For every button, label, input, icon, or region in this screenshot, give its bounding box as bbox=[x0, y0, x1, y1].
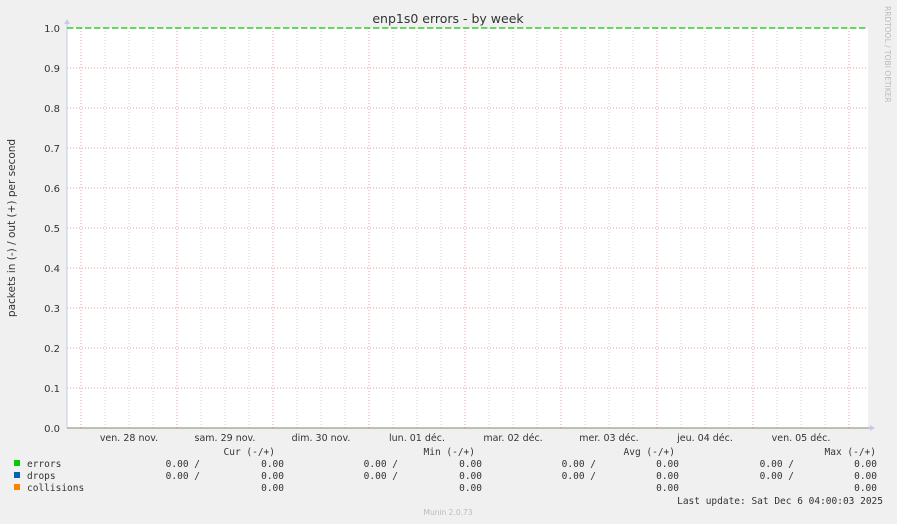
y-tick-label: 0.0 bbox=[44, 424, 60, 435]
y-tick-label: 0.9 bbox=[44, 64, 60, 75]
legend-value-out: 0.00 bbox=[261, 471, 284, 482]
legend-swatch-collisions bbox=[14, 484, 20, 490]
x-tick-label: jeu. 04 déc. bbox=[676, 433, 733, 444]
legend-header: Cur (-/+) bbox=[224, 447, 275, 458]
y-axis-label: packets in (-) / out (+) per second bbox=[6, 139, 18, 317]
x-tick-label: mar. 02 déc. bbox=[483, 433, 542, 444]
y-tick-label: 0.2 bbox=[44, 344, 60, 355]
footer: Munin 2.0.73 bbox=[423, 508, 472, 517]
legend-value-out: 0.00 bbox=[261, 459, 284, 470]
legend-value-out: 0.00 bbox=[459, 459, 482, 470]
legend-value-out: 0.00 bbox=[656, 471, 679, 482]
y-tick-label: 0.5 bbox=[44, 224, 60, 235]
legend-value-in: 0.00 / bbox=[760, 459, 794, 470]
legend-value-out: 0.00 bbox=[459, 483, 482, 494]
legend-value-in: 0.00 / bbox=[364, 471, 398, 482]
y-tick-label: 0.8 bbox=[44, 104, 60, 115]
last-update: Last update: Sat Dec 6 04:00:03 2025 bbox=[677, 496, 883, 507]
x-axis-arrow bbox=[870, 425, 875, 431]
legend-label: drops bbox=[27, 471, 56, 482]
legend-value-in: 0.00 / bbox=[760, 471, 794, 482]
y-tick-label: 0.3 bbox=[44, 304, 60, 315]
legend-value-out: 0.00 bbox=[656, 483, 679, 494]
legend-value-out: 0.00 bbox=[656, 459, 679, 470]
y-tick-label: 0.6 bbox=[44, 184, 60, 195]
legend-value-out: 0.00 bbox=[854, 483, 877, 494]
legend-value-in: 0.00 / bbox=[562, 459, 596, 470]
x-tick-label: lun. 01 déc. bbox=[389, 433, 445, 444]
legend-value-out: 0.00 bbox=[854, 471, 877, 482]
legend-header: Max (-/+) bbox=[825, 447, 876, 458]
chart-title: enp1s0 errors - by week bbox=[372, 11, 524, 26]
legend-header: Min (-/+) bbox=[424, 447, 475, 458]
legend-label: collisions bbox=[27, 483, 84, 494]
y-axis-arrow bbox=[64, 19, 70, 24]
y-tick-label: 0.7 bbox=[44, 144, 60, 155]
y-tick-label: 0.1 bbox=[44, 384, 60, 395]
x-tick-label: ven. 05 déc. bbox=[772, 433, 831, 444]
legend-swatch-errors bbox=[14, 460, 20, 466]
legend-value-in: 0.00 / bbox=[562, 471, 596, 482]
legend-value-out: 0.00 bbox=[459, 471, 482, 482]
legend-label: errors bbox=[27, 459, 61, 470]
legend-header: Avg (-/+) bbox=[624, 447, 675, 458]
legend-value-out: 0.00 bbox=[261, 483, 284, 494]
legend-value-in: 0.00 / bbox=[166, 459, 200, 470]
legend-value-in: 0.00 / bbox=[166, 471, 200, 482]
legend-swatch-drops bbox=[14, 472, 20, 478]
watermark: RRDTOOL / TOBI OETIKER bbox=[883, 6, 892, 103]
x-tick-label: dim. 30 nov. bbox=[292, 433, 351, 444]
x-tick-label: ven. 28 nov. bbox=[100, 433, 158, 444]
x-tick-label: mer. 03 déc. bbox=[579, 433, 638, 444]
y-tick-label: 0.4 bbox=[44, 264, 60, 275]
x-tick-label: sam. 29 nov. bbox=[195, 433, 256, 444]
legend-value-in: 0.00 / bbox=[364, 459, 398, 470]
y-tick-label: 1.0 bbox=[44, 24, 60, 35]
legend-value-out: 0.00 bbox=[854, 459, 877, 470]
